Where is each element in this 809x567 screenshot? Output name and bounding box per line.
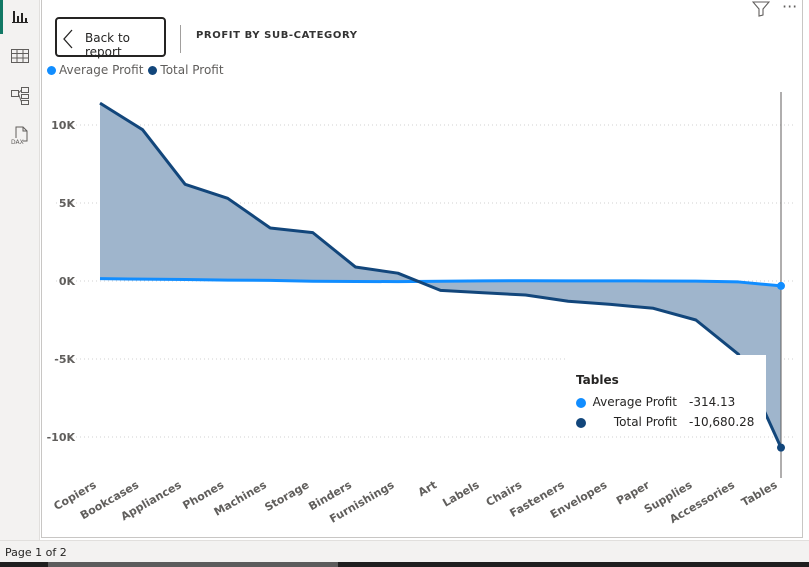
header-divider — [180, 25, 181, 53]
y-tick-label: -10K — [47, 431, 76, 444]
table-view-icon[interactable] — [8, 44, 32, 68]
area-fill — [100, 103, 781, 448]
tooltip-label-total-profit: Total Profit — [613, 415, 677, 429]
point-total-profit-tables — [777, 443, 785, 452]
back-button-label: Back to report — [85, 31, 130, 59]
filter-icon[interactable] — [752, 1, 770, 17]
series-line-average-profit — [99, 277, 782, 288]
legend-label-average-profit: Average Profit — [59, 63, 144, 77]
legend-marker-average-profit — [47, 65, 56, 75]
tooltip-row-average-profit: Average Profit -314.13 — [576, 395, 766, 411]
active-view-indicator — [0, 0, 3, 34]
y-tick-label: -5K — [54, 353, 75, 366]
report-view-icon[interactable] — [8, 5, 32, 29]
chevron-left-icon — [63, 29, 73, 49]
tooltip-value-total-profit: -10,680.28 — [689, 415, 755, 429]
chart-legend: Average Profit Total Profit — [47, 63, 229, 77]
tooltip-marker-average-profit — [576, 398, 586, 408]
dax-query-icon[interactable]: DAX — [8, 124, 32, 148]
x-tick-label: Tables — [739, 478, 780, 509]
legend-item-total-profit[interactable]: Total Profit — [148, 63, 224, 77]
taskbar-segment — [48, 562, 338, 567]
more-options-icon[interactable]: ··· — [782, 0, 798, 16]
point-average-profit-tables — [777, 281, 785, 290]
tooltip-title: Tables — [576, 373, 619, 387]
legend-marker-total-profit — [148, 65, 158, 75]
taskbar — [0, 562, 809, 567]
tooltip-value-average-profit: -314.13 — [689, 395, 736, 409]
y-tick-label: 5K — [59, 197, 76, 210]
tooltip-row-total-profit: Total Profit -10,680.28 — [576, 415, 766, 431]
x-tick-label: Art — [416, 478, 439, 499]
legend-item-average-profit[interactable]: Average Profit — [47, 63, 143, 77]
data-tooltip: Tables Average Profit -314.13 Total Prof… — [566, 355, 766, 435]
page-indicator: Page 1 of 2 — [5, 546, 67, 559]
tooltip-marker-total-profit — [576, 418, 586, 428]
y-tick-label: 0K — [59, 275, 76, 288]
dax-icon-label: DAX — [11, 139, 24, 146]
status-bar: Page 1 of 2 — [0, 540, 809, 562]
profit-area-chart[interactable]: 10K5K0K-5K-10KCopiersBookcasesAppliances… — [0, 0, 809, 540]
x-tick-label: Storage — [262, 478, 311, 514]
legend-label-total-profit: Total Profit — [160, 63, 224, 77]
x-tick-label: Labels — [440, 478, 482, 510]
back-to-report-button[interactable]: Back to report — [55, 17, 166, 59]
view-rail: DAX — [0, 0, 40, 540]
y-tick-label: 10K — [51, 119, 75, 132]
tooltip-label-average-profit: Average Profit — [592, 395, 677, 409]
page-title: PROFIT BY SUB-CATEGORY — [196, 30, 358, 41]
model-view-icon[interactable] — [8, 84, 32, 108]
series-line-total-profit — [99, 101, 783, 449]
